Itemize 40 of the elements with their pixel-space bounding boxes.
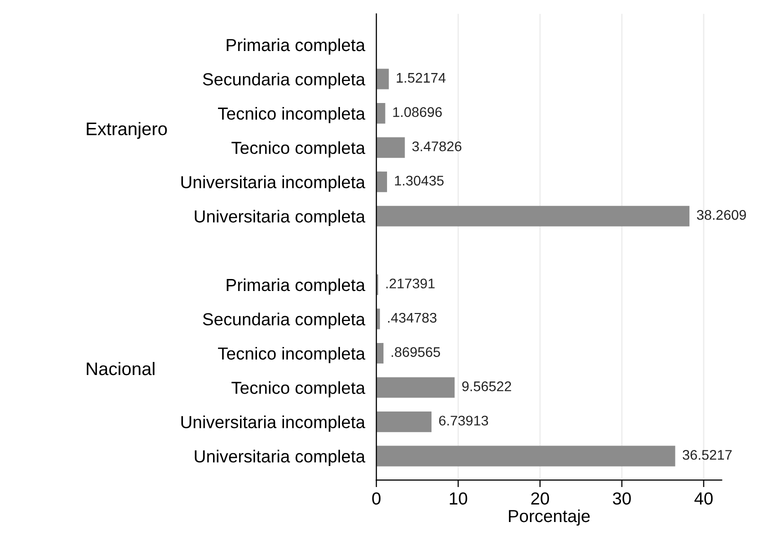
y-tick-label: Tecnico incompleta [218, 106, 366, 124]
x-tick-label: 20 [531, 492, 549, 505]
bar [376, 206, 690, 226]
data-label: 1.52174 [396, 72, 446, 83]
bar [376, 342, 384, 364]
y-tick-label: Universitaria incompleta [181, 416, 366, 432]
y-tick-label: Universitaria completa [194, 450, 366, 466]
y-tick-label: Secundaria completa [202, 312, 366, 329]
bar [376, 137, 405, 158]
data-label: .434783 [388, 312, 436, 323]
y-tick-label: Tecnico completa [232, 381, 366, 398]
data-label: 6.73913 [439, 416, 488, 426]
data-label: 38.2609 [696, 210, 746, 220]
data-label: 9.56522 [462, 381, 512, 392]
x-axis-title: Porcentaje [508, 509, 590, 526]
x-tick-label: 30 [612, 492, 631, 505]
bar [376, 68, 389, 90]
bar [376, 172, 388, 192]
x-tick-label: 10 [450, 492, 468, 505]
data-label: 1.30435 [395, 176, 444, 186]
x-tick-label: 40 [694, 492, 713, 505]
data-label: 3.47826 [412, 141, 462, 152]
y-tick-label: Universitaria incompleta [181, 176, 366, 192]
text: Extranjero [86, 122, 167, 139]
bar [376, 446, 676, 466]
x-tick-label: 0 [372, 492, 381, 505]
y-tick-label: Tecnico incompleta [218, 346, 366, 364]
data-label: 36.5217 [682, 450, 732, 460]
y-tick-label: Primaria completa [226, 278, 366, 295]
y-tick-label: Tecnico completa [232, 141, 366, 158]
y-tick-label: Secundaria completa [202, 72, 366, 89]
bar [376, 103, 386, 124]
y-tick-label: Primaria completa [226, 38, 366, 55]
data-label: .869565 [392, 347, 440, 357]
text: Nacional [86, 362, 154, 376]
bar [376, 377, 455, 398]
y-tick-label: Universitaria completa [194, 210, 366, 226]
data-label: 1.08696 [393, 107, 442, 118]
bar [376, 412, 432, 432]
data-label: .217391 [386, 278, 435, 288]
